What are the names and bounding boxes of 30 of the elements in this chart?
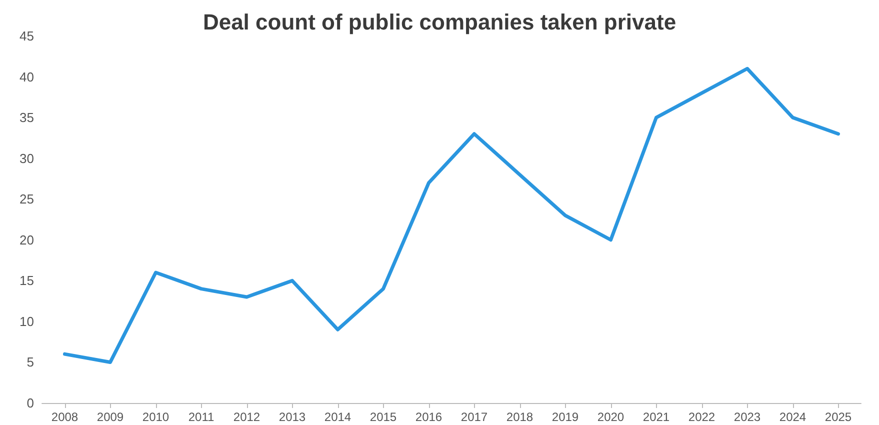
y-tick-label: 35 <box>20 110 34 126</box>
y-tick-label: 15 <box>20 273 34 288</box>
x-tick-label: 2023 <box>734 410 761 424</box>
x-tick-label: 2013 <box>278 410 306 424</box>
x-tick-label: 2012 <box>233 410 260 424</box>
x-tick-label: 2011 <box>188 410 214 424</box>
x-tick-label: 2021 <box>642 410 670 424</box>
chart-title: Deal count of public companies taken private <box>202 10 676 34</box>
y-tick-label: 40 <box>20 69 34 84</box>
x-tick-label: 2014 <box>324 410 352 424</box>
x-tick-label: 2010 <box>142 410 170 424</box>
y-tick-label: 25 <box>20 192 34 207</box>
x-tick-label: 2025 <box>824 410 852 424</box>
y-tick-label: 30 <box>20 150 34 166</box>
line-series <box>63 66 840 364</box>
x-tick-label: 2009 <box>96 410 124 424</box>
x-tick-label: 2015 <box>370 410 397 424</box>
x-tick-label: 2018 <box>506 410 534 424</box>
x-tick-label: 2022 <box>688 410 716 424</box>
x-tick-label: 2008 <box>51 410 78 424</box>
x-tick-label: 2019 <box>552 410 579 424</box>
y-tick-label: 20 <box>20 232 34 248</box>
y-tick-label: 45 <box>20 28 34 44</box>
x-tick-label: 2024 <box>779 410 806 424</box>
y-tick-label: 5 <box>26 354 34 370</box>
x-tick-label: 2017 <box>460 410 488 424</box>
x-tick-label: 2016 <box>415 410 442 424</box>
y-tick-label: 10 <box>20 314 34 329</box>
y-tick-label: 0 <box>26 396 34 410</box>
x-tick-label: 2020 <box>597 410 624 424</box>
